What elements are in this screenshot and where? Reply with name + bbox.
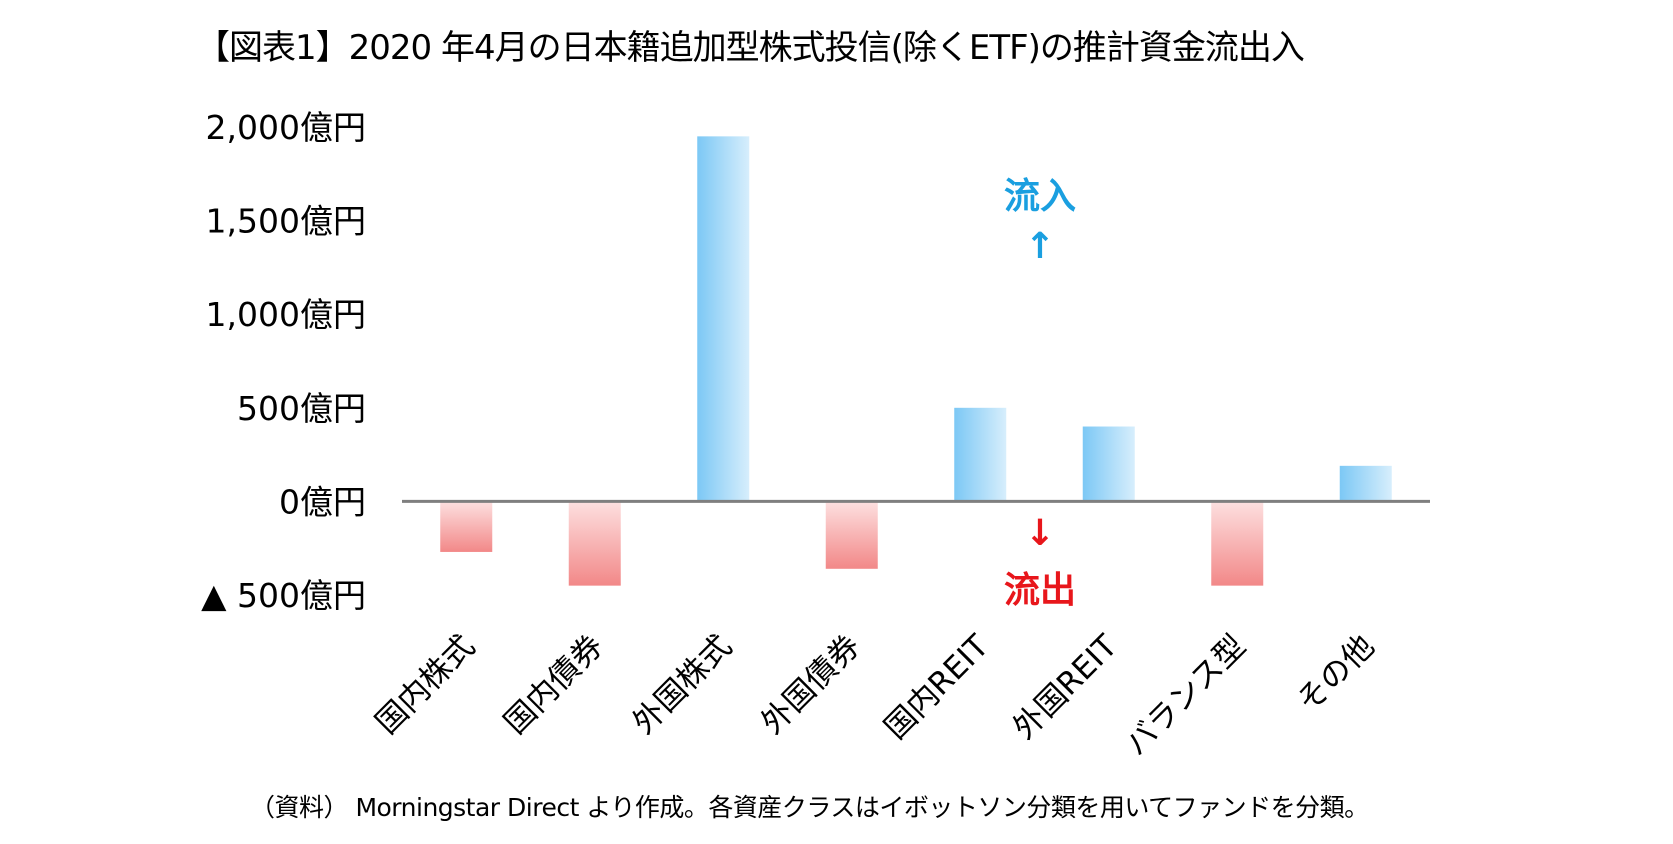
y-axis-tick-labels: 2,000億円 1,500億円 1,000億円 500億円 0億円 ▲ 500億円	[201, 108, 366, 615]
y-tick-label: 1,000億円	[206, 295, 366, 334]
bar-4	[825, 501, 878, 569]
y-tick-label: ▲ 500億円	[201, 576, 366, 615]
bar-8	[1339, 465, 1392, 502]
y-tick-label: 1,500億円	[206, 202, 366, 241]
bar-1	[440, 501, 493, 552]
x-tick-label: 国内REIT	[878, 627, 997, 746]
inflow-label: 流入	[1004, 176, 1076, 217]
y-tick-label: 2,000億円	[206, 108, 366, 147]
y-tick-label: 0億円	[279, 482, 366, 521]
y-tick-label: 500億円	[237, 389, 366, 428]
bar-2	[568, 501, 621, 586]
source-note: （資料） Morningstar Direct より作成。各資産クラスはイボット…	[250, 793, 1369, 822]
bar-5	[954, 407, 1007, 502]
flow-annotations: 流入 ↑ ↓ 流出	[1004, 176, 1076, 611]
x-tick-label: 国内債券	[497, 628, 610, 741]
x-tick-label: 外国債券	[754, 628, 867, 741]
x-tick-label: 外国株式	[626, 628, 739, 741]
x-tick-label: その他	[1290, 628, 1381, 719]
bars	[440, 136, 1392, 586]
bar-7	[1211, 501, 1264, 586]
chart-title: 【図表1】2020 年4月の日本籍追加型株式投信(除くETF)の推計資金流出入	[196, 28, 1305, 68]
x-tick-label: バランス型	[1118, 628, 1253, 763]
bar-chart: 2,000億円 1,500億円 1,000億円 500億円 0億円 ▲ 500億円 国内株…	[201, 108, 1430, 763]
outflow-label: 流出	[1004, 570, 1076, 611]
x-tick-label: 外国REIT	[1006, 627, 1125, 746]
inflow-arrow-icon: ↑	[1025, 226, 1055, 267]
bar-6	[1082, 426, 1135, 502]
bar-3	[697, 136, 750, 502]
x-tick-label: 国内株式	[369, 628, 482, 741]
outflow-arrow-icon: ↓	[1025, 513, 1055, 554]
